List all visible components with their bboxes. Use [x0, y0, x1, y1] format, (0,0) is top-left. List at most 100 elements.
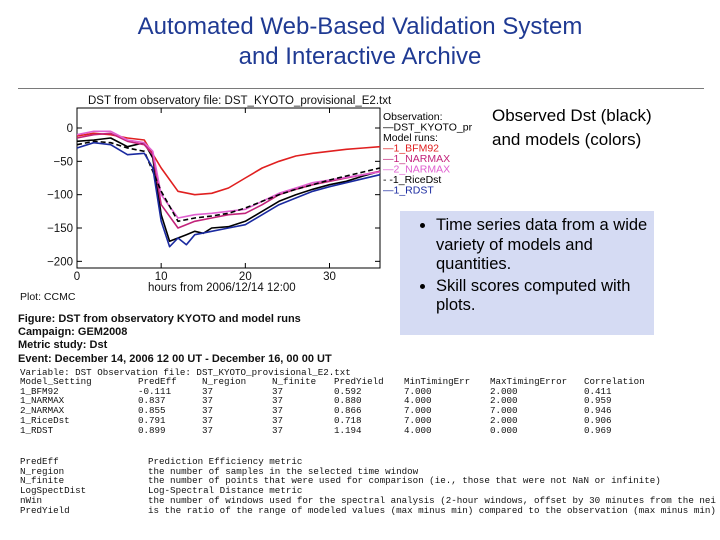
glossary-def: Log-Spectral Distance metric	[148, 485, 303, 497]
legend-entry: —1_RDST	[383, 185, 434, 197]
legend-entry: —2_NARMAX	[383, 164, 450, 176]
cell-model: 1_NARMAX	[20, 395, 65, 407]
y-tick-label: −100	[47, 190, 73, 202]
cell-predyield: 0.880	[334, 395, 362, 407]
caption-line-metric: Metric study: Dst	[18, 339, 108, 352]
cell-n-finite: 37	[272, 424, 284, 436]
table-header-line: Variable: DST Observation file: DST_KYOT…	[20, 367, 351, 378]
col-n-region: N_region	[202, 376, 247, 387]
cell-predeff: -0.111	[138, 385, 172, 397]
cell-correlation: 0.906	[584, 414, 612, 426]
table-row: 1_RiceDst 0.791 37 37 0.718 7.000 2.000 0.906	[20, 416, 664, 426]
y-tick-label: −50	[53, 156, 73, 168]
legend-entry: —1_NARMAX	[383, 153, 450, 165]
glossary-term: PredYield	[20, 504, 70, 516]
cell-correlation: 0.959	[584, 395, 612, 407]
slide-title: Automated Web-Based Validation System an…	[0, 12, 720, 72]
bullet-item: Skill scores computed with plots.	[436, 277, 648, 316]
cell-predyield: 0.592	[334, 385, 362, 397]
legend-entry: Model runs:	[383, 132, 438, 144]
x-tick-label: 0	[74, 271, 80, 283]
y-tick-label: −200	[47, 256, 73, 268]
cell-min-timing: 7.000	[404, 385, 432, 397]
cell-min-timing: 4.000	[404, 424, 432, 436]
cell-min-timing: 4.000	[404, 395, 432, 407]
glossary-def: the number of samples in the selected ti…	[148, 465, 419, 477]
table-header-row: Model_Setting PredEff N_region N_finite …	[20, 377, 664, 387]
cell-n-region: 37	[202, 405, 214, 417]
bullet-box: Time series data from a wide variety of …	[400, 211, 654, 335]
cell-n-finite: 37	[272, 395, 284, 407]
bullet-list: Time series data from a wide variety of …	[400, 211, 654, 316]
cell-max-timing: 0.000	[490, 424, 518, 436]
legend-entry: - -1_RiceDst	[383, 174, 441, 186]
glossary-def: the number of windows used for the spect…	[148, 494, 716, 506]
glossary-term: LogSpectDist	[20, 485, 87, 497]
glossary-row: PredYield is the ratio of the range of mo…	[20, 504, 716, 516]
col-model-setting: Model_Setting	[20, 376, 92, 387]
series-line-1-bfm92	[76, 132, 381, 196]
figure-caption: Figure: DST from observatory KYOTO and m…	[18, 313, 332, 366]
glossary-row: N_finite the number of points that were u…	[20, 476, 716, 486]
observed-note-line2: and models (colors)	[492, 130, 642, 149]
x-tick-label: 10	[155, 271, 168, 283]
col-correlation: Correlation	[584, 376, 645, 387]
glossary-term: PredEff	[20, 456, 59, 467]
cell-max-timing: 2.000	[490, 414, 518, 426]
cell-predeff: 0.899	[138, 424, 166, 436]
glossary-term: N_finite	[20, 475, 65, 487]
cell-predyield: 0.866	[334, 405, 362, 417]
col-min-timing-err: MinTimingErr	[404, 376, 471, 387]
glossary-term: nWin	[20, 494, 43, 506]
y-tick-label: 0	[67, 123, 73, 135]
col-predyield: PredYield	[334, 376, 384, 387]
cell-min-timing: 7.000	[404, 414, 432, 426]
glossary-row: nWin the number of windows used for the s…	[20, 496, 716, 506]
cell-n-region: 37	[202, 385, 214, 397]
y-tick-label: −150	[47, 223, 73, 235]
cell-max-timing: 2.000	[490, 385, 518, 397]
cell-n-finite: 37	[272, 385, 284, 397]
cell-n-region: 37	[202, 424, 214, 436]
glossary-row: PredEff Prediction Efficiency metric	[20, 457, 716, 467]
table-row: 1_RDST 0.899 37 37 1.194 4.000 0.000 0.969	[20, 424, 664, 436]
observed-note-line1: Observed Dst (black)	[492, 106, 652, 125]
cell-model: 1_RDST	[20, 424, 54, 436]
cell-model: 1_BFM92	[20, 385, 59, 397]
glossary-def: Prediction Efficiency metric	[148, 456, 303, 467]
metrics-glossary: PredEff Prediction Efficiency metric N_re…	[20, 457, 716, 515]
series-line-1-ricedst	[76, 140, 381, 223]
caption-line-figure: Figure: DST from observatory KYOTO and m…	[18, 313, 301, 325]
glossary-def: is the ratio of the range of modeled val…	[148, 504, 716, 516]
bullet-item: Time series data from a wide variety of …	[436, 216, 648, 275]
cell-predeff: 0.791	[138, 414, 166, 426]
glossary-term: N_region	[20, 465, 65, 477]
glossary-row: N_region the number of samples in the sel…	[20, 465, 716, 477]
observed-note: Observed Dst (black) and models (colors)	[492, 104, 652, 152]
legend-entry: —DST_KYOTO_pr	[383, 122, 473, 134]
cell-predyield: 1.194	[334, 424, 362, 436]
col-predeff: PredEff	[138, 376, 177, 387]
glossary-def: the number of points that were used for …	[148, 475, 661, 487]
col-max-timing-error: MaxTimingError	[490, 376, 568, 387]
glossary-row: LogSpectDist Log-Spectral Distance metric	[20, 486, 716, 496]
col-n-finite: N_finite	[272, 376, 317, 387]
metrics-table: Model_Setting PredEff N_region N_finite …	[20, 377, 664, 435]
series-line-2-narmax	[76, 130, 381, 219]
caption-line-campaign: Campaign: GEM2008	[18, 326, 128, 339]
cell-correlation: 0.969	[584, 424, 612, 436]
cell-predyield: 0.718	[334, 414, 362, 426]
cell-model: 1_RiceDst	[20, 414, 70, 426]
cell-n-region: 37	[202, 395, 214, 407]
cell-max-timing: 2.000	[490, 395, 518, 407]
cell-min-timing: 7.000	[404, 405, 432, 417]
slide-title-line2: and Interactive Archive	[238, 43, 482, 70]
cell-n-region: 37	[202, 414, 214, 426]
legend-entry: Observation:	[383, 111, 443, 123]
plot-title: DST from observatory file: DST_KYOTO_pro…	[88, 95, 392, 107]
legend-entry: —1_BFM92	[383, 143, 439, 155]
x-tick-label: 20	[239, 271, 252, 283]
plot-credit: Plot: CCMC	[20, 291, 76, 303]
cell-n-finite: 37	[272, 414, 284, 426]
